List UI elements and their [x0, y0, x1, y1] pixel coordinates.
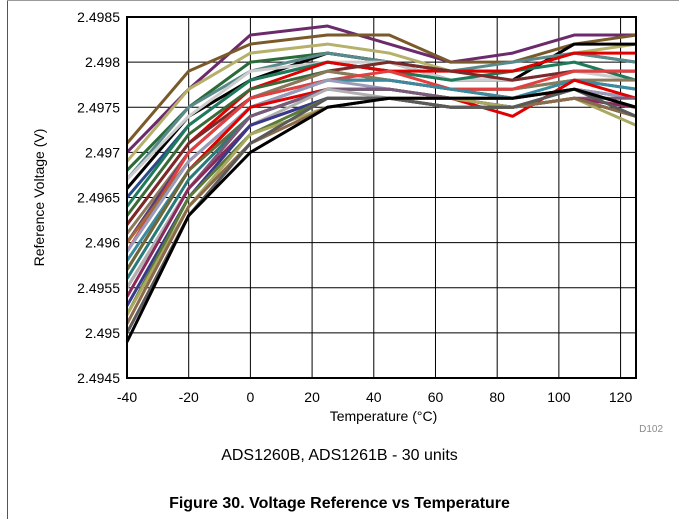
series-line-1	[125, 24, 636, 154]
chart-subtitle: ADS1260B, ADS1261B - 30 units	[221, 447, 458, 464]
frame-left-border	[7, 0, 8, 519]
plot-border	[126, 16, 637, 379]
x-tick-label: 60	[428, 389, 444, 405]
y-tick-labels: 2.4945 2.495 2.4955 2.496 2.4965 2.497 2.4975 2…	[77, 9, 120, 386]
y-tick-label: 2.4965	[77, 190, 120, 206]
x-tick-label: -40	[117, 389, 137, 405]
y-tick-label: 2.496	[85, 235, 120, 251]
y-tick-label: 2.495	[85, 325, 120, 341]
y-tick-label: 2.4985	[77, 9, 120, 25]
y-tick-label: 2.497	[85, 144, 120, 160]
series-layer	[125, 24, 637, 343]
x-tick-label: 120	[609, 389, 633, 405]
x-tick-label: 80	[489, 389, 505, 405]
x-tick-label: 0	[246, 389, 254, 405]
x-tick-labels: -40 -20 0 20 40 60 80 100 120	[117, 389, 633, 405]
x-tick-label: 40	[366, 389, 382, 405]
y-axis-title: Reference Voltage (V)	[31, 129, 47, 267]
series-line-11	[125, 60, 636, 226]
frame-top-border	[7, 0, 679, 1]
x-tick-label: 20	[304, 389, 320, 405]
series-line-30	[125, 87, 637, 343]
x-tick-label: 100	[547, 389, 571, 405]
x-axis-title: Temperature (°C)	[330, 408, 438, 424]
y-tick-label: 2.498	[85, 54, 120, 70]
voltage-reference-chart: -40 -20 0 20 40 60 80 100 120 2.49452.4952.49552…	[31, 9, 663, 435]
series-line-15	[125, 69, 636, 253]
figure-code: D102	[639, 424, 663, 435]
series-line-2	[125, 33, 637, 145]
y-tick-label: 2.4955	[77, 280, 120, 296]
x-tick-label: -20	[179, 389, 199, 405]
series-line-29	[125, 87, 637, 334]
y-tick-label: 2.4975	[77, 99, 120, 115]
figure-title: Figure 30. Voltage Reference vs Temperat…	[169, 495, 510, 512]
y-tick-label: 2.4945	[77, 370, 120, 386]
